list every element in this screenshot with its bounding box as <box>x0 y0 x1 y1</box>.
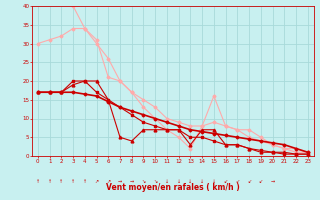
X-axis label: Vent moyen/en rafales ( km/h ): Vent moyen/en rafales ( km/h ) <box>106 183 240 192</box>
